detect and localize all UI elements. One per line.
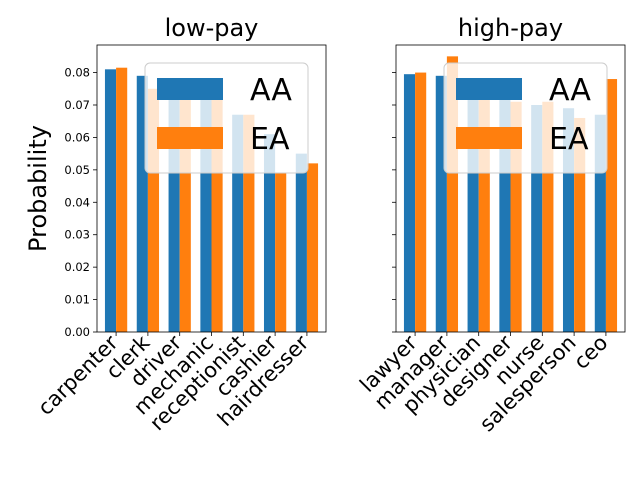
- bar-high-pay-EA-physician: [478, 79, 490, 333]
- legend-swatch-AA: [456, 78, 522, 100]
- y-tick-label: 0.08: [64, 66, 90, 80]
- bar-low-pay-EA-receptionist: [243, 114, 255, 332]
- legend-swatch-EA: [157, 127, 223, 149]
- bar-low-pay-AA-cashier: [263, 134, 276, 332]
- y-tick-label: 0.07: [64, 98, 90, 112]
- bar-high-pay-AA-lawyer: [403, 74, 416, 333]
- bar-high-pay-AA-manager: [435, 75, 447, 332]
- bar-high-pay-EA-salesperson: [574, 117, 586, 333]
- bar-high-pay-EA-designer: [510, 101, 522, 333]
- chart-title: high-pay: [458, 14, 563, 42]
- bar-low-pay-AA-hairdresser: [295, 153, 307, 332]
- bar-low-pay-EA-carpenter: [116, 67, 128, 332]
- bar-high-pay-AA-salesperson: [562, 108, 575, 332]
- bar-low-pay-EA-clerk: [147, 88, 160, 332]
- bar-low-pay-EA-mechanic: [211, 95, 223, 332]
- y-tick-label: 0.06: [64, 130, 90, 144]
- bar-low-pay-EA-cashier: [275, 173, 287, 332]
- x-tick-label: ceo: [569, 331, 612, 374]
- y-tick-label: 0.02: [64, 260, 90, 274]
- bar-low-pay-AA-clerk: [136, 75, 148, 332]
- legend-swatch-EA: [456, 127, 522, 149]
- legend-swatch-AA: [157, 78, 223, 100]
- bar-low-pay-AA-receptionist: [232, 114, 244, 332]
- y-tick-label: 0.00: [64, 325, 90, 339]
- bar-high-pay-AA-ceo: [594, 114, 606, 332]
- legend-label: EA: [250, 122, 290, 157]
- bar-low-pay-AA-mechanic: [200, 92, 212, 332]
- y-tick-label: 0.05: [64, 163, 90, 177]
- chart-title: low-pay: [165, 14, 259, 42]
- legend-label: EA: [549, 122, 589, 157]
- legend-label: AA: [250, 73, 292, 108]
- y-tick-label: 0.01: [64, 293, 90, 307]
- bar-high-pay-EA-nurse: [542, 101, 554, 333]
- y-tick-label: 0.03: [64, 228, 90, 242]
- bar-high-pay-EA-lawyer: [415, 72, 427, 332]
- legend-label: AA: [549, 73, 591, 108]
- bar-low-pay-AA-carpenter: [104, 69, 117, 333]
- bar-low-pay-AA-driver: [168, 88, 180, 332]
- bar-high-pay-AA-nurse: [531, 104, 543, 332]
- bar-high-pay-AA-designer: [499, 98, 511, 332]
- bar-high-pay-EA-ceo: [605, 79, 618, 333]
- y-axis-label: Probability: [24, 125, 52, 252]
- bar-high-pay-EA-manager: [446, 56, 459, 332]
- bar-low-pay-EA-driver: [179, 93, 191, 332]
- bar-low-pay-EA-hairdresser: [306, 163, 319, 332]
- bar-high-pay-AA-physician: [467, 88, 479, 332]
- y-tick-label: 0.04: [64, 195, 90, 209]
